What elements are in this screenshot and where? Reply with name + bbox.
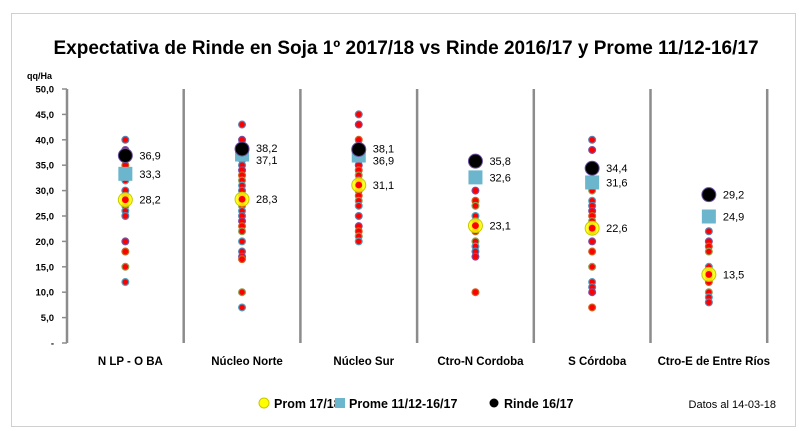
category-label: N LP - O BA (98, 356, 163, 368)
estimate-point (471, 252, 480, 261)
prom-1718-inner-point (121, 196, 129, 204)
category-label: Ctro-E de Entre Ríos (658, 356, 770, 368)
y-axis: - 5,0 10,0 15,0 20,0 25,0 30,0 35,0 40,0 45,0 50,0 (36, 85, 69, 350)
y-tick-label: 45,0 (36, 110, 55, 121)
category-label: Núcleo Sur (333, 356, 394, 368)
estimate-point (471, 201, 480, 210)
prome-marker (468, 170, 483, 185)
legend-label-rinde-1617: Rinde 16/17 (504, 397, 574, 411)
legend-label-prom-1718: Prom 17/18 (274, 397, 341, 411)
estimate-point (588, 262, 597, 271)
prom-1718-data-label: 28,2 (139, 195, 160, 207)
y-tick-label: 10,0 (36, 288, 55, 299)
rinde-1617-data-label: 38,1 (373, 143, 394, 155)
legend: Prom 17/18 Prome 11/12-16/17 Rinde 16/17 (258, 397, 574, 411)
y-tick-label: 15,0 (36, 262, 55, 273)
estimate-point (238, 288, 247, 297)
estimate-point (588, 247, 597, 256)
y-tick-label: - (51, 339, 54, 350)
prome-marker (118, 166, 133, 181)
category-label: Ctro-N Cordoba (437, 356, 524, 368)
chart-frame (11, 13, 796, 427)
estimate-point (588, 237, 597, 246)
estimate-point (121, 237, 130, 246)
prom-1718-inner-point (472, 222, 479, 230)
estimate-point (704, 227, 713, 236)
y-tick-label: 35,0 (36, 161, 55, 172)
legend-marker-prom-1718 (258, 397, 270, 409)
estimate-point (354, 212, 363, 221)
estimate-point (354, 201, 363, 210)
prome-data-label: 36,9 (373, 155, 394, 167)
rinde-1617-data-label: 35,8 (489, 156, 510, 168)
chart-title: Expectativa de Rinde en Soja 1º 2017/18 … (53, 38, 758, 59)
prom-1718-data-label: 22,6 (606, 223, 627, 235)
rinde-1617-marker (467, 153, 483, 169)
estimate-point (121, 135, 130, 144)
rinde-1617-data-label: 38,2 (256, 143, 277, 155)
data-date-note: Datos al 14-03-18 (689, 399, 776, 411)
prom-1718-data-label: 23,1 (489, 221, 510, 233)
estimate-point (238, 303, 247, 312)
rinde-1617-data-label: 29,2 (723, 190, 744, 202)
category-separators (182, 89, 769, 343)
estimate-point (588, 145, 597, 154)
estimate-point (354, 237, 363, 246)
legend-marker-rinde-1617 (489, 398, 499, 408)
rinde-1617-data-label: 34,4 (606, 163, 627, 175)
estimate-point (238, 227, 247, 236)
prome-data-label: 32,6 (489, 172, 510, 184)
prome-marker (585, 175, 600, 190)
estimate-point (121, 262, 130, 271)
prome-data-label: 31,6 (606, 177, 627, 189)
legend-label-prome: Prome 11/12-16/17 (349, 397, 457, 411)
rinde-1617-marker (584, 160, 600, 176)
prome-data-label: 37,1 (256, 155, 277, 167)
y-tick-label: 30,0 (36, 186, 55, 197)
category-label: S Córdoba (568, 356, 627, 368)
prom-1718-data-label: 13,5 (723, 269, 744, 281)
category-labels: N LP - O BA Núcleo Norte Núcleo Sur Ctro-N … (98, 356, 770, 368)
estimate-point (471, 186, 480, 195)
estimate-point (704, 247, 713, 256)
prom-1718-inner-point (238, 195, 246, 203)
estimate-point (354, 120, 363, 129)
prome-data-label: 33,3 (139, 169, 160, 181)
prom-1718-inner-point (588, 224, 596, 232)
y-tick-label: 5,0 (41, 313, 54, 324)
prom-1718-data-label: 28,3 (256, 194, 277, 206)
estimate-point (588, 288, 597, 297)
estimate-point (354, 110, 363, 119)
estimate-point (238, 255, 247, 264)
y-tick-label: 20,0 (36, 237, 55, 248)
prom-1718-inner-point (705, 271, 713, 278)
estimate-point (238, 120, 247, 129)
estimate-point (121, 212, 130, 221)
prome-marker (701, 209, 716, 224)
prom-1718-inner-point (355, 181, 363, 189)
rinde-1617-marker (351, 141, 367, 157)
prom-1718-data-label: 31,1 (373, 180, 394, 192)
estimate-point (588, 135, 597, 144)
category-label: Núcleo Norte (211, 356, 283, 368)
estimate-point (704, 298, 713, 307)
estimate-point (588, 303, 597, 312)
y-tick-label: 50,0 (36, 85, 55, 96)
y-axis-unit: qq/Ha (27, 71, 53, 81)
y-tick-label: 40,0 (36, 135, 55, 146)
estimate-point (121, 278, 130, 287)
prome-data-label: 24,9 (723, 212, 744, 224)
estimate-point (121, 247, 130, 256)
rinde-1617-marker (117, 148, 133, 164)
y-tick-label: 25,0 (36, 212, 55, 223)
legend-marker-prome (335, 398, 345, 408)
estimate-point (471, 288, 480, 297)
rinde-1617-marker (234, 141, 250, 157)
series-marks: 36,933,328,238,237,128,338,136,931,135,8… (117, 141, 744, 282)
rinde-1617-data-label: 36,9 (139, 151, 160, 163)
estimate-point (238, 237, 247, 246)
rinde-1617-marker (701, 187, 717, 203)
